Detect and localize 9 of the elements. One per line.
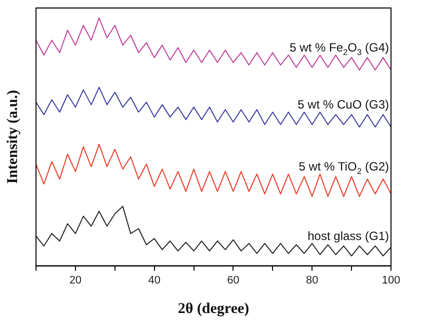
x-tick-label: 80 — [306, 274, 318, 286]
x-tick-label: 100 — [382, 274, 400, 286]
series-label: host glass (G1) — [308, 228, 390, 243]
x-tick-label: 20 — [69, 274, 82, 286]
x-tick-label: 40 — [148, 274, 160, 286]
x-tick-label: 60 — [227, 274, 240, 286]
series-label: 5 wt % CuO (G3) — [298, 98, 390, 112]
y-axis-title: Intensity (a.u.) — [4, 90, 21, 184]
x-axis-title: 2θ (degree) — [178, 300, 250, 317]
